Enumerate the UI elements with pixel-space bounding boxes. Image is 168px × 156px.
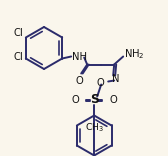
Text: Cl: Cl	[13, 29, 23, 39]
Text: CH$_3$: CH$_3$	[85, 122, 104, 134]
Text: Cl: Cl	[13, 53, 23, 63]
Text: O: O	[75, 76, 83, 86]
Text: O: O	[109, 95, 117, 105]
Text: NH: NH	[72, 51, 87, 61]
Text: N: N	[112, 73, 120, 83]
Text: O: O	[96, 78, 104, 88]
Text: O: O	[71, 95, 79, 105]
Text: NH$_2$: NH$_2$	[124, 48, 145, 61]
Text: S: S	[90, 93, 99, 106]
